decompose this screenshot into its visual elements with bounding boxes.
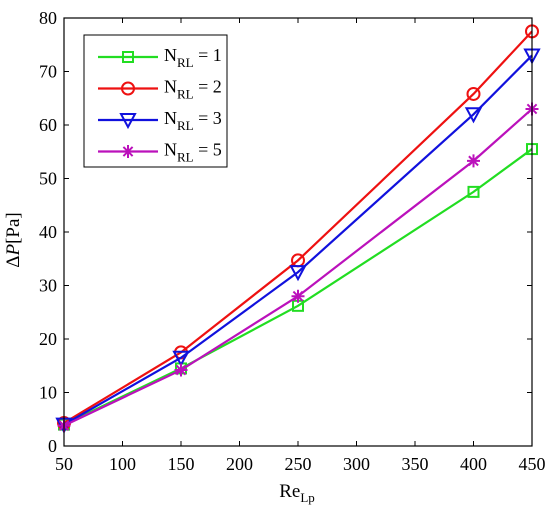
legend-entry: NRL = 1 <box>98 45 222 70</box>
x-tick-label: 450 <box>519 454 546 474</box>
y-tick-label: 50 <box>39 169 57 189</box>
legend-entry: NRL = 2 <box>98 77 222 102</box>
legend-marker <box>122 51 134 63</box>
x-tick-label: 50 <box>55 454 73 474</box>
y-tick-label: 30 <box>39 276 57 296</box>
y-axis-label: ΔP[Pa] <box>3 212 24 267</box>
series-line <box>63 54 533 426</box>
x-tick-label: 150 <box>168 454 195 474</box>
data-point <box>464 107 483 124</box>
y-tick-label: 0 <box>48 436 57 456</box>
x-axis-label: ReLp <box>279 481 315 505</box>
legend-label: NRL = 5 <box>164 140 222 165</box>
legend-label: NRL = 1 <box>164 45 222 70</box>
legend-entry: NRL = 5 <box>98 140 222 165</box>
x-tick-label: 400 <box>460 454 487 474</box>
x-tick-label: 200 <box>226 454 253 474</box>
y-tick-label: 40 <box>39 222 57 242</box>
x-tick-label: 100 <box>109 454 136 474</box>
plot-frame <box>63 17 533 447</box>
y-tick-label: 20 <box>39 329 57 349</box>
data-point <box>467 185 480 198</box>
y-tick-label: 80 <box>39 8 57 28</box>
y-tick-label: 70 <box>39 62 57 82</box>
data-point <box>291 289 305 303</box>
legend-marker <box>119 113 137 130</box>
x-tick-label: 300 <box>343 454 370 474</box>
legend-label: NRL = 2 <box>164 77 222 102</box>
data-point <box>174 363 188 377</box>
ticks-layer: 50 100 150 200 250 300 350 400 450 0 10 20 30 40 50 60 7… <box>39 8 546 474</box>
series-line <box>63 30 533 424</box>
y-tick-label: 10 <box>39 383 57 403</box>
data-point <box>172 350 190 367</box>
legend-marker <box>121 145 135 158</box>
x-tick-label: 350 <box>402 454 429 474</box>
legend: NRL = 1 NRL = 2 NRL = 3 NRL = 5 <box>83 34 228 168</box>
legend-marker <box>121 81 135 96</box>
data-point <box>466 86 481 101</box>
data-point <box>467 154 480 168</box>
x-tick-label: 250 <box>285 454 312 474</box>
legend-label: NRL = 3 <box>164 108 222 133</box>
data-point <box>289 265 307 282</box>
y-tick-label: 60 <box>39 115 57 135</box>
series-line <box>63 148 533 426</box>
legend-entry: NRL = 3 <box>98 108 222 133</box>
